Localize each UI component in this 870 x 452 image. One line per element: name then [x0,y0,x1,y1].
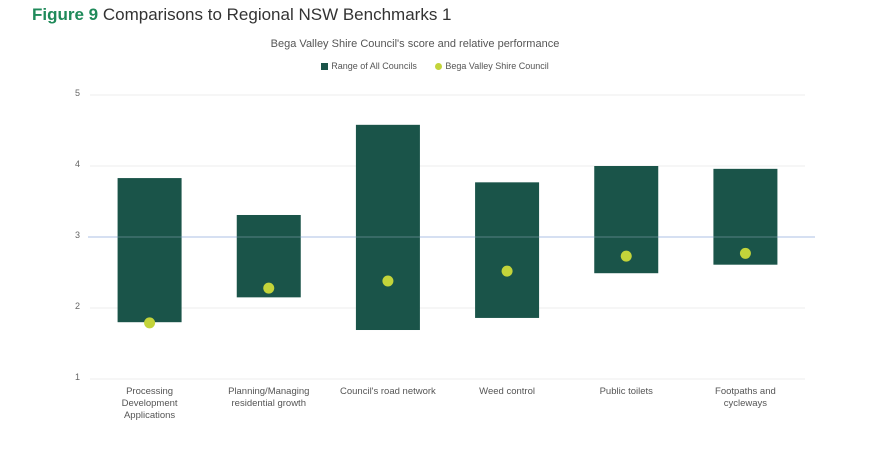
chart-legend: Range of All Councils Bega Valley Shire … [0,61,870,71]
x-category-label: Council's road network [340,386,436,397]
y-tick-label: 1 [74,372,80,382]
council-score-dot [620,250,632,262]
legend-item-council: Bega Valley Shire Council [435,61,549,71]
range-bar [117,178,182,323]
figure-label: Figure 9 [32,5,99,24]
legend-item-range: Range of All Councils [321,61,417,71]
range-bar [475,182,540,318]
x-category-label: Footpaths and cycleways [715,386,776,409]
council-score-dot [144,317,156,329]
y-tick-label: 4 [74,159,80,169]
council-score-dot [382,275,394,287]
council-score-dot [263,282,275,294]
legend-swatch-dot-icon [435,63,443,71]
x-category-label: Public toilets [599,386,653,397]
y-tick-label: 2 [74,301,80,311]
council-score-dot [739,247,751,259]
figure-title: Figure 9 Comparisons to Regional NSW Ben… [32,5,452,25]
x-category-label: Planning/Managing residential growth [228,386,310,409]
figure-title-text: Comparisons to Regional NSW Benchmarks 1 [102,5,452,24]
range-bar [355,124,420,331]
x-category-label: Processing Development Applications [121,386,178,421]
chart-title: Bega Valley Shire Council's score and re… [270,38,560,50]
council-score-dot [501,265,513,277]
x-category-label: Weed control [479,386,535,397]
y-tick-label: 5 [74,88,80,98]
legend-swatch-square-icon [321,63,329,71]
y-tick-label: 3 [74,230,80,240]
